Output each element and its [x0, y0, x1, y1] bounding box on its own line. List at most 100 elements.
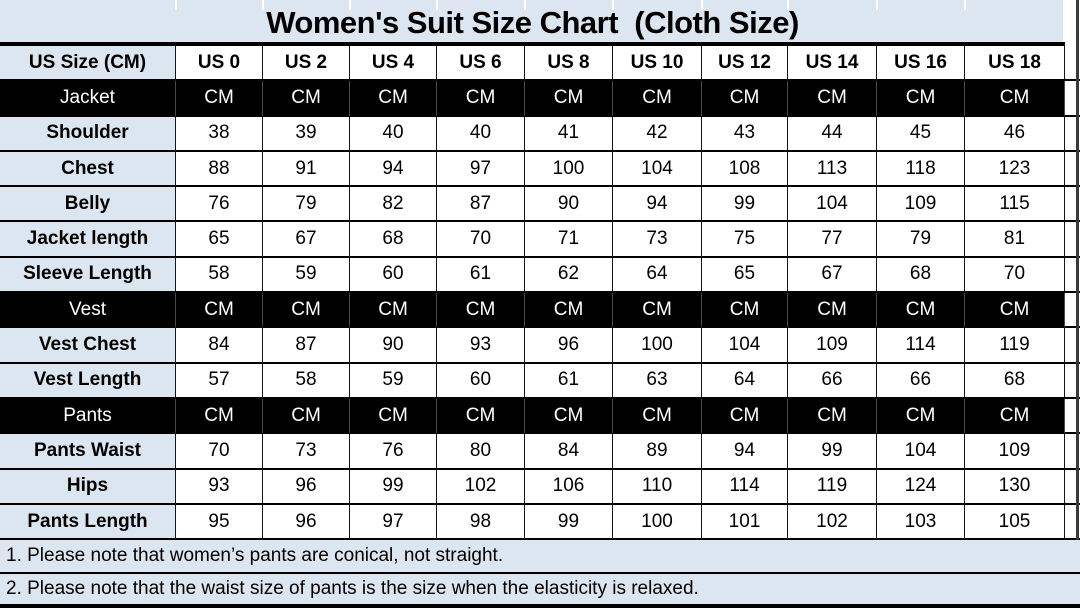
size-value-cell: 123 [965, 151, 1065, 188]
size-column-header: US 14 [788, 46, 877, 82]
size-column-header: US 4 [350, 46, 437, 82]
size-value-cell: 57 [176, 363, 263, 399]
size-value-cell: 90 [350, 328, 437, 364]
size-value-cell: 75 [702, 222, 788, 258]
title-divider [0, 42, 1065, 46]
unit-cell: CM [437, 293, 525, 329]
size-value-cell: 96 [263, 469, 350, 505]
unit-cell: CM [525, 81, 613, 117]
unit-cell: CM [350, 398, 437, 435]
size-column-header: US 2 [263, 46, 350, 82]
size-value-cell: 96 [525, 328, 613, 364]
size-value-cell: 68 [350, 222, 437, 258]
size-value-cell: 99 [350, 469, 437, 505]
gridline [524, 0, 526, 10]
size-value-cell: 64 [613, 257, 702, 294]
size-value-cell: 104 [702, 328, 788, 364]
size-value-cell: 95 [176, 504, 263, 541]
size-value-cell: 109 [788, 328, 877, 364]
size-value-cell: 42 [613, 116, 702, 152]
gridline [175, 0, 177, 10]
row-label: Belly [0, 187, 176, 223]
size-value-cell: 100 [525, 151, 613, 188]
size-value-cell: 109 [877, 187, 965, 223]
size-value-cell: 82 [350, 187, 437, 223]
unit-cell: CM [176, 81, 263, 117]
unit-cell: CM [702, 293, 788, 329]
size-value-cell: 70 [176, 434, 263, 470]
gridline [349, 0, 351, 10]
size-value-cell: 70 [965, 257, 1065, 294]
size-value-cell: 81 [965, 222, 1065, 258]
section-header-vest: Vest [0, 293, 176, 329]
size-value-cell: 76 [350, 434, 437, 470]
note-line-1: 1. Please note that women’s pants are co… [0, 540, 1080, 574]
size-value-cell: 94 [350, 151, 437, 188]
size-column-header: US 6 [437, 46, 525, 82]
size-value-cell: 102 [788, 504, 877, 541]
unit-cell: CM [525, 398, 613, 435]
size-value-cell: 46 [965, 116, 1065, 152]
size-value-cell: 68 [877, 257, 965, 294]
size-value-cell: 58 [263, 363, 350, 399]
size-value-cell: 101 [702, 504, 788, 541]
unit-cell: CM [437, 398, 525, 435]
size-value-cell: 80 [437, 434, 525, 470]
section-header-pants: Pants [0, 398, 176, 435]
size-value-cell: 71 [525, 222, 613, 258]
row-label: Pants Waist [0, 434, 176, 470]
size-value-cell: 100 [613, 504, 702, 541]
size-value-cell: 97 [437, 151, 525, 188]
row-label: Vest Length [0, 363, 176, 399]
size-value-cell: 104 [877, 434, 965, 470]
corner-header-cell: US Size (CM) [0, 46, 176, 82]
section-header-jacket: Jacket [0, 81, 176, 117]
note-text: 1. Please note that women’s pants are co… [6, 545, 504, 566]
size-value-cell: 66 [788, 363, 877, 399]
size-value-cell: 89 [613, 434, 702, 470]
size-column-header: US 8 [525, 46, 613, 82]
size-value-cell: 43 [702, 116, 788, 152]
size-column-header: US 0 [176, 46, 263, 82]
size-column-header: US 16 [877, 46, 965, 82]
row-label: Pants Length [0, 504, 176, 541]
size-value-cell: 99 [788, 434, 877, 470]
unit-cell: CM [788, 293, 877, 329]
size-value-cell: 118 [877, 151, 965, 188]
size-value-cell: 113 [788, 151, 877, 188]
unit-cell: CM [613, 398, 702, 435]
size-chart-table: US Size (CM) US 0 US 2 US 4 US 6 US 8 US 10 US … [0, 46, 1080, 541]
size-value-cell: 99 [702, 187, 788, 223]
size-value-cell: 68 [965, 363, 1065, 399]
size-value-cell: 61 [525, 363, 613, 399]
gridline [787, 0, 789, 10]
size-value-cell: 38 [176, 116, 263, 152]
size-value-cell: 44 [788, 116, 877, 152]
size-value-cell: 61 [437, 257, 525, 294]
size-value-cell: 79 [877, 222, 965, 258]
unit-cell: CM [877, 293, 965, 329]
row-label: Sleeve Length [0, 257, 176, 294]
size-value-cell: 97 [350, 504, 437, 541]
row-label: Hips [0, 469, 176, 505]
size-value-cell: 65 [176, 222, 263, 258]
unit-cell: CM [788, 398, 877, 435]
gridline [876, 0, 878, 10]
size-value-cell: 114 [702, 469, 788, 505]
size-value-cell: 64 [702, 363, 788, 399]
unit-cell: CM [702, 81, 788, 117]
size-value-cell: 63 [613, 363, 702, 399]
unit-cell: CM [965, 398, 1065, 435]
size-value-cell: 104 [613, 151, 702, 188]
row-label: Chest [0, 151, 176, 188]
size-value-cell: 59 [350, 363, 437, 399]
size-value-cell: 39 [263, 116, 350, 152]
unit-cell: CM [702, 398, 788, 435]
size-value-cell: 102 [437, 469, 525, 505]
cropped-column-border [1076, 0, 1079, 540]
size-column-header: US 10 [613, 46, 702, 82]
size-value-cell: 40 [350, 116, 437, 152]
gridline [701, 0, 703, 10]
page-title: Women's Suit Size Chart (Cloth Size) [266, 5, 799, 40]
size-value-cell: 87 [437, 187, 525, 223]
